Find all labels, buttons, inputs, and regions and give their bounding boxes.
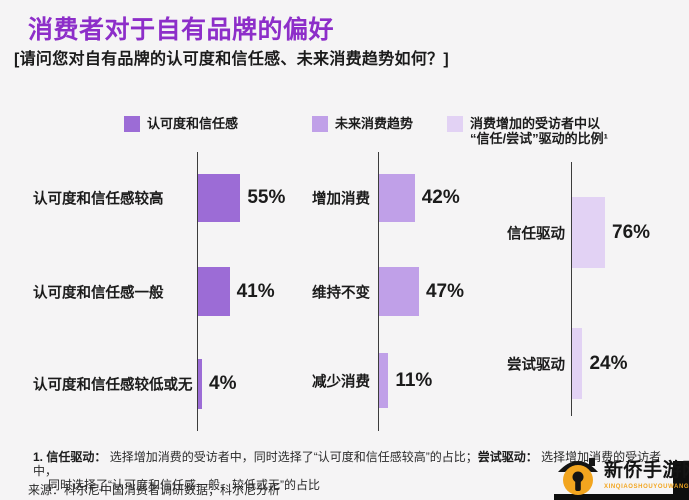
chart3-axis	[571, 162, 572, 416]
category-label: 认可度和信任感较低或无	[33, 377, 193, 394]
chart2-row-increase: 增加消费 42%	[0, 174, 689, 222]
chart2-row-unchanged: 维持不变 47%	[0, 267, 689, 316]
watermark-name: 新侨手游网	[604, 460, 689, 481]
legend-swatch-future-trend	[312, 116, 328, 132]
bar-recognition-low	[198, 359, 202, 409]
chart3-row-try: 尝试驱动 24%	[0, 328, 689, 399]
value-label: 4%	[209, 373, 237, 394]
bar-increase	[379, 174, 415, 222]
page-subtitle: [请问您对自有品牌的认可度和信任感、未来消费趋势如何？]	[14, 51, 450, 68]
footnote-line2: 同时选择了“认可度和信任感一般、较低或无”的占比	[48, 478, 320, 492]
bar-trust-driven	[572, 197, 606, 268]
chart2-axis	[378, 152, 379, 431]
bar-unchanged	[379, 267, 419, 316]
watermark: 新侨手游网 XINQIAOSHOUYOUWANG	[552, 452, 689, 500]
legend-label-future-trend: 未来消费趋势	[335, 116, 414, 131]
bar-recognition-medium	[198, 267, 230, 316]
footnote-text-try: 选择增加消费的受访者中，	[33, 450, 662, 478]
category-label: 减少消费	[312, 374, 370, 390]
house-icon	[558, 458, 598, 495]
category-label: 维持不变	[312, 285, 370, 301]
footnote-term-trust: 信任驱动：	[46, 450, 107, 464]
chart1-row-medium: 认可度和信任感一般 41%	[0, 267, 689, 316]
value-label: 76%	[612, 221, 651, 243]
footnote-number: 1.	[33, 450, 44, 464]
category-label: 认可度和信任感较高	[33, 191, 164, 208]
category-label: 认可度和信任感一般	[33, 285, 164, 301]
value-label: 42%	[421, 187, 460, 208]
value-label: 55%	[247, 187, 286, 208]
watermark-right-bar	[673, 461, 689, 500]
bar-try-driven	[572, 328, 583, 399]
legend-label-trust-try: 消费增加的受访者中以 “信任/尝试”驱动的比例¹	[470, 116, 608, 146]
category-label: 增加消费	[312, 191, 370, 208]
value-label: 24%	[589, 352, 628, 374]
legend-swatch-trust-try	[447, 116, 463, 132]
legend-swatch-recognition	[124, 116, 140, 132]
page-title: 消费者对于自有品牌的偏好	[28, 16, 335, 44]
legend-item-recognition: 认可度和信任感	[124, 116, 238, 132]
chart1-row-low: 认可度和信任感较低或无 4%	[0, 359, 689, 409]
legend-label-recognition: 认可度和信任感	[147, 116, 239, 131]
footnote: 1. 信任驱动： 选择增加消费的受访者中，同时选择了“认可度和信任感较高”的占比…	[33, 450, 675, 492]
category-label: 尝试驱动	[507, 357, 565, 373]
footnote-term-try: 尝试驱动：	[477, 450, 538, 464]
bar-recognition-high	[198, 174, 241, 222]
bar-decrease	[379, 353, 389, 408]
value-label: 11%	[395, 369, 433, 391]
chart3-row-trust: 信任驱动 76%	[0, 197, 689, 268]
watermark-subtext: XINQIAOSHOUYOUWANG	[604, 484, 689, 490]
chart1-axis	[197, 152, 198, 431]
chart1-row-high: 认可度和信任感较高 55%	[0, 174, 689, 222]
value-label: 41%	[236, 280, 275, 302]
footnote-text-trust: 选择增加消费的受访者中，同时选择了“认可度和信任感较高”的占比；	[109, 450, 478, 464]
legend-item-future-trend: 未来消费趋势	[312, 116, 413, 132]
source-line: 来源：科尔尼中国消费者调研数据；科尔尼分析	[28, 483, 281, 497]
watermark-bottom-bar	[554, 494, 689, 500]
legend-item-trust-try: 消费增加的受访者中以 “信任/尝试”驱动的比例¹	[447, 116, 608, 146]
category-label: 信任驱动	[507, 226, 565, 242]
value-label: 47%	[425, 280, 464, 302]
chart2-row-decrease: 减少消费 11%	[0, 353, 689, 408]
